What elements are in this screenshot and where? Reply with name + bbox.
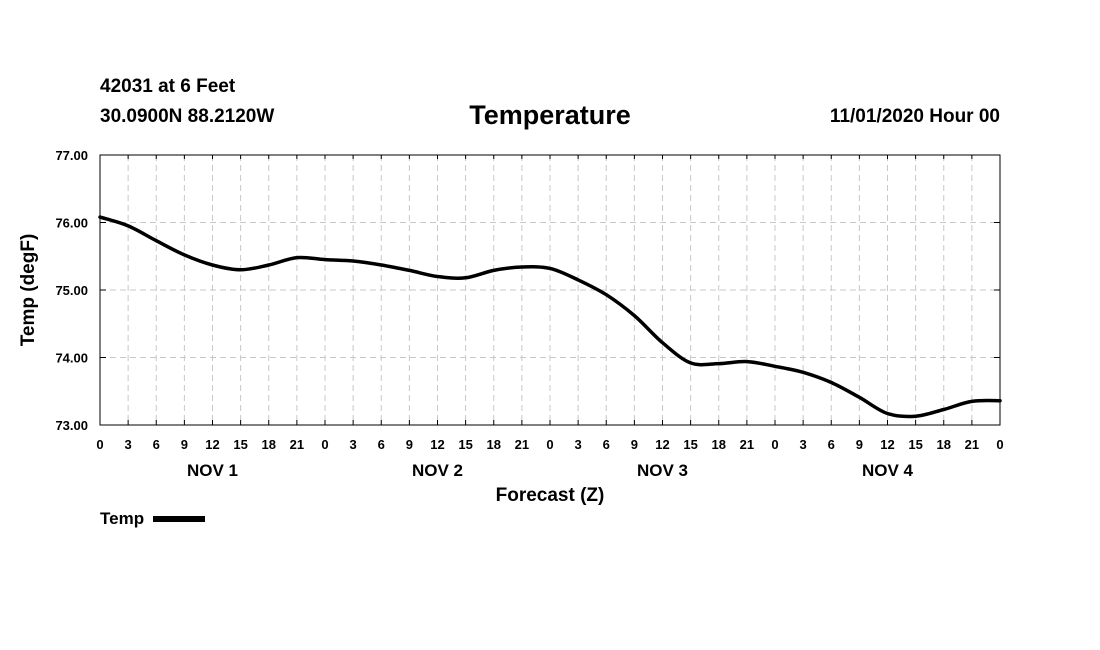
axis-labels: 0 3 6 9 12 15 18 21 0 3 6 9 12 15 18 21 0 3 6 9 12 15 18 21 0 3 6 9…: [55, 148, 1003, 480]
x-tick-label: 6: [378, 437, 385, 452]
x-tick-label: 0: [546, 437, 553, 452]
day-label: NOV 4: [862, 461, 914, 480]
series-line-temp: [98, 215, 1002, 419]
x-tick-label: 0: [321, 437, 328, 452]
x-tick-label: 3: [800, 437, 807, 452]
x-tick-label: 15: [458, 437, 472, 452]
x-tick-label: 9: [181, 437, 188, 452]
x-tick-label: 9: [406, 437, 413, 452]
x-tick-label: 12: [880, 437, 894, 452]
x-tick-label: 18: [262, 437, 276, 452]
coordinates-label: 30.0900N 88.2120W: [100, 106, 275, 127]
legend-label-temp: Temp: [100, 509, 145, 528]
x-tick-label: 21: [515, 437, 529, 452]
chart-title: Temperature: [469, 100, 631, 130]
x-tick-label: 3: [125, 437, 132, 452]
day-label: NOV 2: [412, 461, 463, 480]
y-axis-title: Temp (degF): [18, 234, 39, 347]
y-tick-label: 75.00: [55, 283, 88, 298]
x-tick-label: 9: [856, 437, 863, 452]
y-tick-label: 77.00: [55, 148, 88, 163]
x-tick-label: 12: [205, 437, 219, 452]
x-tick-label: 6: [828, 437, 835, 452]
x-tick-label: 15: [233, 437, 247, 452]
x-tick-label: 21: [740, 437, 754, 452]
x-tick-label: 18: [487, 437, 501, 452]
x-tick-label: 0: [771, 437, 778, 452]
x-tick-label: 6: [153, 437, 160, 452]
y-tick-label: 76.00: [55, 216, 88, 231]
x-tick-label: 0: [996, 437, 1003, 452]
y-tick-label: 73.00: [55, 418, 88, 433]
x-tick-label: 6: [603, 437, 610, 452]
axis-ticks: [99, 154, 1001, 426]
grid: [100, 155, 1000, 425]
x-tick-label: 15: [683, 437, 697, 452]
x-tick-label: 3: [350, 437, 357, 452]
x-tick-label: 21: [290, 437, 304, 452]
legend: Temp: [100, 509, 206, 529]
y-tick-label: 74.00: [55, 351, 88, 366]
x-tick-label: 0: [96, 437, 103, 452]
day-label: NOV 3: [637, 461, 688, 480]
forecast-datetime: 11/01/2020 Hour 00: [829, 106, 1000, 127]
x-tick-label: 15: [908, 437, 922, 452]
x-tick-label: 18: [937, 437, 951, 452]
x-tick-label: 21: [965, 437, 979, 452]
day-label: NOV 1: [187, 461, 238, 480]
x-axis-title: Forecast (Z): [496, 485, 605, 506]
x-tick-label: 12: [655, 437, 669, 452]
station-label: 42031 at 6 Feet: [100, 76, 236, 97]
legend-swatch-temp: [153, 516, 206, 522]
x-tick-label: 9: [631, 437, 638, 452]
x-tick-label: 3: [575, 437, 582, 452]
x-tick-label: 18: [712, 437, 726, 452]
x-tick-label: 12: [430, 437, 444, 452]
